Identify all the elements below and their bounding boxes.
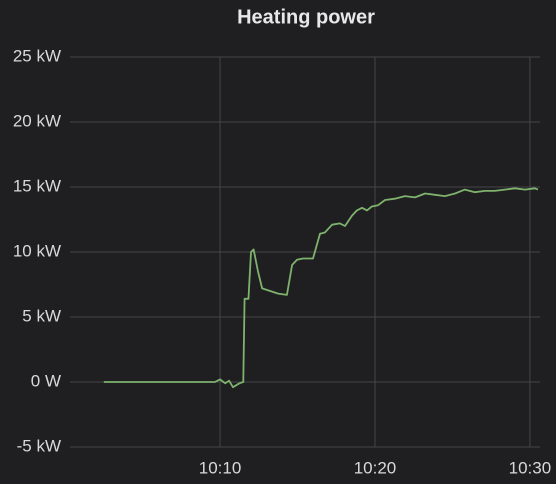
y-tick-label: -5 kW [17, 436, 61, 455]
x-tick-label: 10:30 [509, 458, 552, 477]
data-line [103, 187, 539, 389]
x-tick-label: 10:20 [354, 458, 397, 477]
y-tick-label: 25 kW [13, 46, 61, 65]
y-tick-label: 0 W [31, 371, 61, 390]
y-tick-label: 20 kW [13, 111, 61, 130]
x-tick-label: 10:10 [199, 458, 242, 477]
y-tick-label: 15 kW [13, 176, 61, 195]
y-tick-label: 5 kW [22, 306, 61, 325]
chart-title: Heating power [237, 6, 375, 28]
y-tick-label: 10 kW [13, 241, 61, 260]
